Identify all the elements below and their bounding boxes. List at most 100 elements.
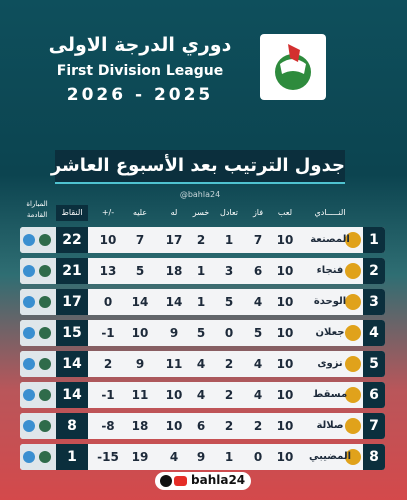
footer-handle: bahla24	[191, 473, 246, 487]
team-icon	[23, 265, 35, 277]
stat: 5	[135, 264, 145, 278]
team-icon	[23, 234, 35, 246]
rank: 2	[363, 258, 385, 284]
stat: 10	[276, 264, 294, 278]
watermark: @bahla24	[179, 190, 221, 199]
stat: 4	[169, 450, 179, 464]
stat: 18	[165, 264, 183, 278]
points: 22	[56, 227, 88, 253]
stat: 2	[103, 357, 113, 371]
column-header: +/-	[101, 208, 115, 217]
footer-pill: bahla24	[155, 472, 251, 490]
stat: 19	[131, 450, 149, 464]
team-icon	[23, 327, 35, 339]
banner: جدول الترتيب بعد الأسبوع العاشر	[51, 150, 345, 184]
footer-icons	[160, 475, 187, 487]
stat: 11	[165, 357, 183, 371]
stat: 10	[99, 233, 117, 247]
logo-box	[260, 34, 326, 100]
season: 2026 - 2025	[66, 85, 214, 105]
stat: 6	[196, 419, 206, 433]
points: 14	[56, 351, 88, 377]
club-logo	[345, 294, 361, 310]
points: 1	[56, 444, 88, 470]
club-name: صلالة	[316, 420, 344, 431]
stat: 10	[276, 326, 294, 340]
team-icon	[23, 451, 35, 463]
stat: 0	[103, 295, 113, 309]
youtube-icon	[174, 476, 187, 486]
title-en: First Division League	[56, 63, 224, 79]
team-icon	[39, 265, 51, 277]
club-name: الوحدة	[313, 296, 347, 307]
club-logo	[345, 449, 361, 465]
stat: 2	[196, 233, 206, 247]
stat: 2	[224, 419, 234, 433]
stat: 14	[165, 295, 183, 309]
stat: 3	[224, 264, 234, 278]
stat: 9	[135, 357, 145, 371]
stat: 10	[276, 295, 294, 309]
team-icon	[23, 389, 35, 401]
club-name: جعلان	[315, 327, 345, 338]
club-logo	[345, 325, 361, 341]
table-row: 2 فنجاء 10 6 3 1 18 5 13 21	[20, 258, 385, 284]
team-icon	[39, 296, 51, 308]
club-logo	[345, 232, 361, 248]
rank: 6	[363, 382, 385, 408]
stat: 0	[253, 450, 263, 464]
column-header: فاز	[252, 208, 264, 217]
team-icon	[39, 389, 51, 401]
stat: -8	[101, 419, 115, 433]
column-header: عليه	[132, 208, 148, 217]
stat: 2	[253, 419, 263, 433]
stat: 10	[165, 419, 183, 433]
table-row: 1 المصنعة 10 7 1 2 17 7 10 22	[20, 227, 385, 253]
stat: -1	[101, 326, 115, 340]
stat: 10	[276, 233, 294, 247]
table-row: 3 الوحدة 10 4 5 1 14 14 0 17	[20, 289, 385, 315]
club-name: مسقط	[312, 389, 348, 400]
club-name: نزوى	[317, 358, 343, 369]
club-logo	[345, 418, 361, 434]
next-match	[20, 320, 56, 346]
stat: 5	[196, 326, 206, 340]
column-header: له	[170, 208, 178, 217]
title-ar: دوري الدرجة الاولى	[48, 34, 232, 56]
stat: 7	[135, 233, 145, 247]
stat: 6	[253, 264, 263, 278]
stat: 4	[196, 388, 206, 402]
team-icon	[39, 451, 51, 463]
table-row: 6 مسقط 10 4 2 4 10 11 -1 14	[20, 382, 385, 408]
team-icon	[39, 358, 51, 370]
stat: 17	[165, 233, 183, 247]
stat: 1	[196, 264, 206, 278]
stat: 1	[196, 295, 206, 309]
stat: 5	[224, 295, 234, 309]
points: 8	[56, 413, 88, 439]
team-icon	[23, 296, 35, 308]
rank: 4	[363, 320, 385, 346]
stat: 4	[253, 357, 263, 371]
stat: 13	[99, 264, 117, 278]
column-header: المباراة القادمة	[26, 200, 48, 219]
stat: 10	[165, 388, 183, 402]
column-header: لعب	[277, 208, 293, 217]
team-icon	[23, 420, 35, 432]
next-match	[20, 227, 56, 253]
team-icon	[39, 420, 51, 432]
table-row: 5 نزوى 10 4 2 4 11 9 2 14	[20, 351, 385, 377]
stat: 14	[131, 295, 149, 309]
stat: 10	[276, 450, 294, 464]
stat: 5	[253, 326, 263, 340]
stat: 9	[169, 326, 179, 340]
points: 21	[56, 258, 88, 284]
column-header: تعادل	[220, 208, 238, 217]
stat: 4	[253, 295, 263, 309]
stat: 2	[224, 357, 234, 371]
rank: 1	[363, 227, 385, 253]
logo-map	[288, 44, 300, 62]
rank: 7	[363, 413, 385, 439]
stat: 1	[224, 450, 234, 464]
